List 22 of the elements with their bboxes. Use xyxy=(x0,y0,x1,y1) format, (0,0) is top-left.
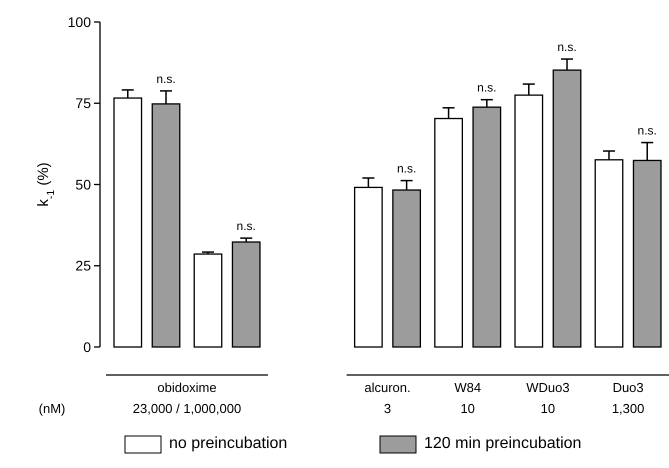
data-label: n.s. xyxy=(477,80,496,95)
bar xyxy=(232,241,261,348)
y-tick-label: 50 xyxy=(75,176,92,192)
x-tick-label: WDuo3 10 xyxy=(526,380,570,416)
x-tick-label: W84 10 xyxy=(454,380,482,416)
data-label: n.s. xyxy=(638,124,657,138)
y-tick-label: 100 xyxy=(68,14,92,30)
data-label: n.s. xyxy=(396,162,416,176)
text: obidoxime xyxy=(157,380,217,395)
text: (nM) xyxy=(38,401,66,416)
data-label: n.s. xyxy=(557,40,577,54)
text: 23,000 / 1,000,000 xyxy=(132,401,242,416)
legend-label: no preincubation xyxy=(169,435,288,452)
data-label: n.s. xyxy=(236,219,256,234)
data-label: n.s. xyxy=(156,72,176,86)
x-tick-label: Duo3 1,300 xyxy=(612,380,644,416)
y-tick-label: 75 xyxy=(75,95,92,112)
y-tick-label: 0 xyxy=(83,338,92,355)
bar xyxy=(194,253,222,348)
legend-label: 120 min preincubation xyxy=(424,435,582,452)
y-tick-label: 25 xyxy=(75,258,92,274)
x-tick-label: alcuron. 3 xyxy=(364,380,411,416)
